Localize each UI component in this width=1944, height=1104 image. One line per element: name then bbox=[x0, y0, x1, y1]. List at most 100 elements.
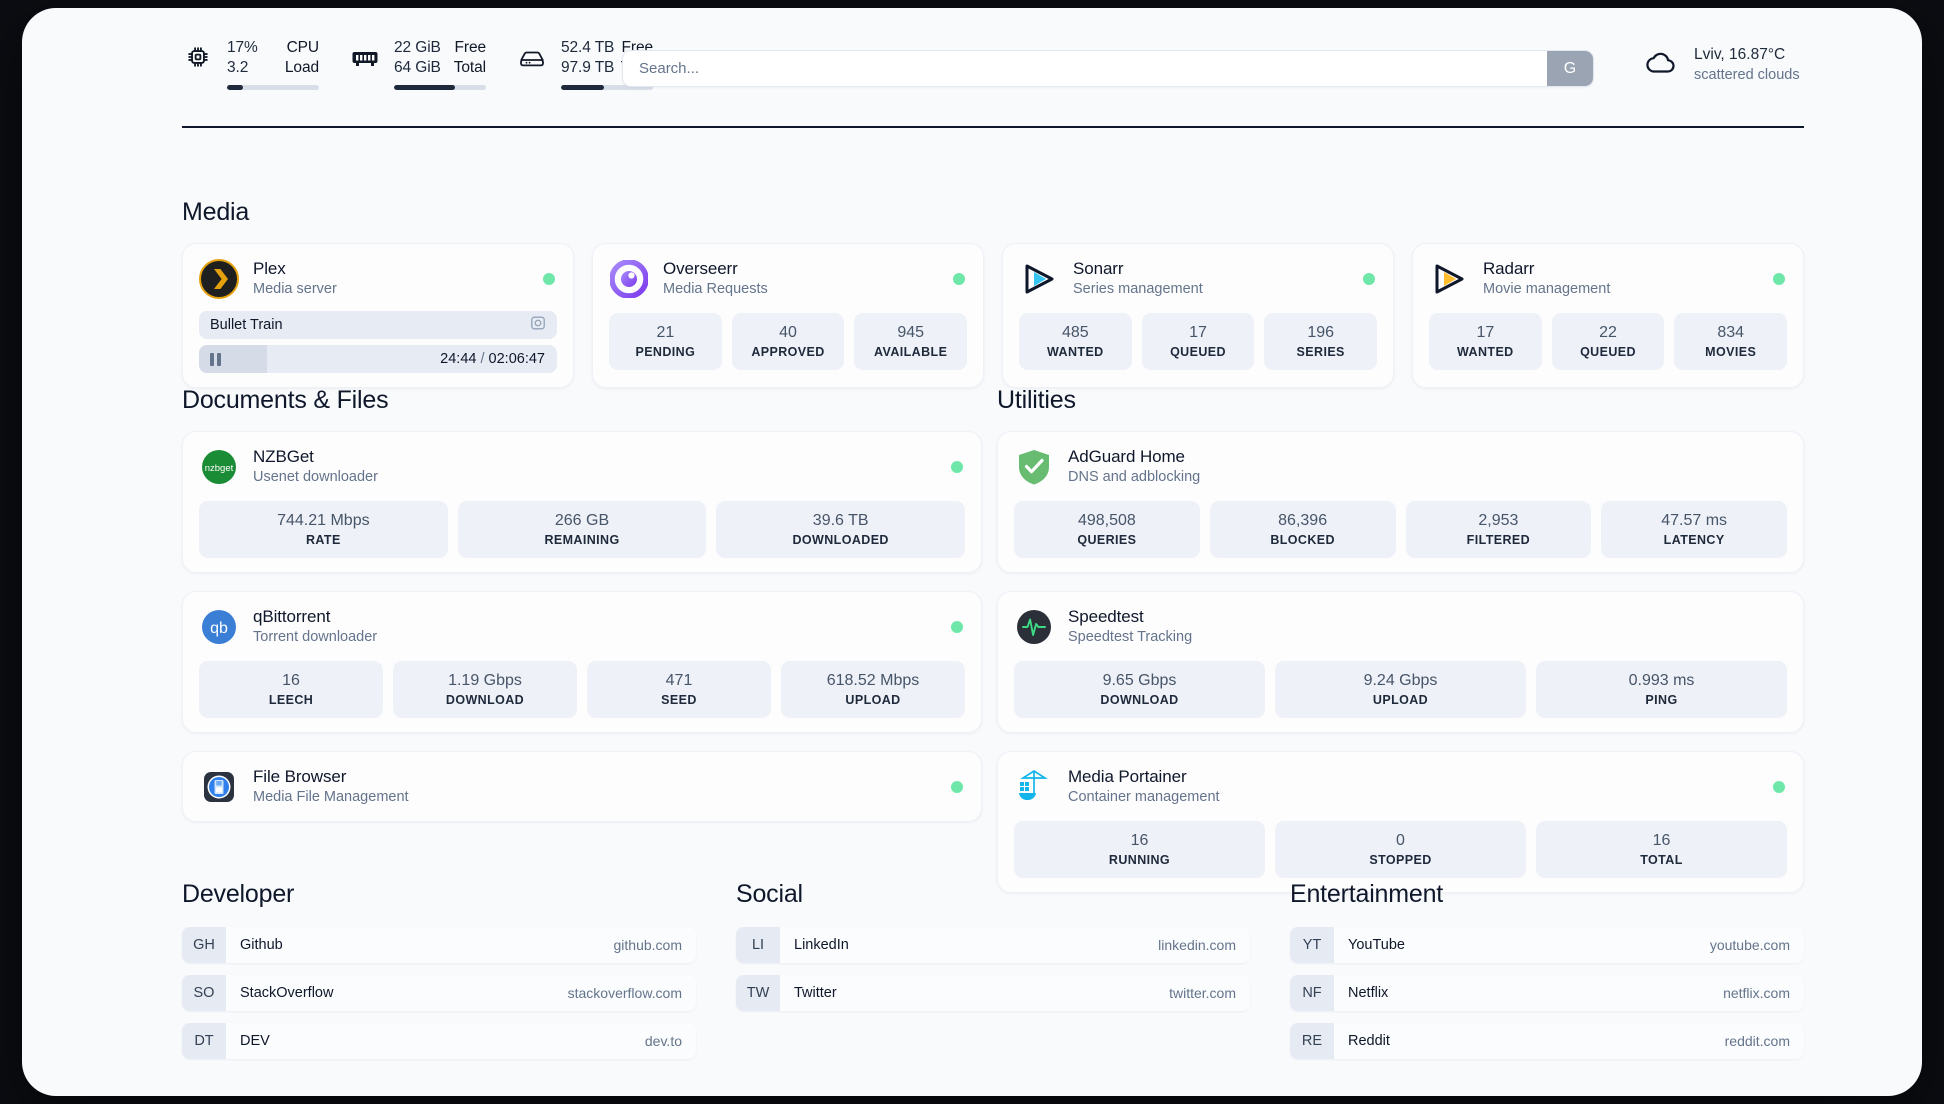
bookmark-item[interactable]: GH Github github.com bbox=[182, 927, 696, 963]
cpu-widget: 17% CPU 3.2 Load bbox=[182, 34, 319, 90]
service-name: Plex bbox=[253, 259, 286, 278]
status-indicator-online bbox=[543, 272, 555, 285]
stat-item: 21 PENDING bbox=[609, 313, 722, 370]
service-name: Radarr bbox=[1483, 259, 1535, 278]
service-card-radarr[interactable]: Radarr Movie management 17 WANTED 22 QUEUE… bbox=[1412, 243, 1804, 388]
status-indicator-online bbox=[1773, 272, 1785, 285]
memory-free-value: 22 GiB bbox=[394, 39, 441, 56]
service-name: Overseerr bbox=[663, 259, 738, 278]
stat-item: 22 QUEUED bbox=[1551, 313, 1665, 370]
search-input[interactable] bbox=[623, 51, 1547, 86]
service-name: Media Portainer bbox=[1068, 767, 1187, 786]
bookmark-tag: NF bbox=[1290, 975, 1334, 1011]
bookmark-item[interactable]: TW Twitter twitter.com bbox=[736, 975, 1250, 1011]
stat-item: 17 WANTED bbox=[1429, 313, 1542, 370]
service-card-adguard-home[interactable]: AdGuard Home DNS and adblocking 498,508 Q… bbox=[997, 431, 1804, 573]
stat-item: 498,508 QUERIES bbox=[1014, 501, 1200, 558]
cpu-label: CPU bbox=[286, 39, 320, 56]
status-indicator-online bbox=[951, 620, 963, 633]
bookmark-item[interactable]: DT DEV dev.to bbox=[182, 1023, 696, 1059]
bookmark-name: StackOverflow bbox=[240, 985, 334, 1001]
service-card-overseerr[interactable]: Overseerr Media Requests 21 PENDING 40 APP… bbox=[592, 243, 984, 388]
stat-item: 16 RUNNING bbox=[1014, 821, 1265, 878]
weather-location-temp: Lviv, 16.87°C bbox=[1694, 46, 1786, 63]
now-playing-bar[interactable]: Bullet Train bbox=[199, 311, 557, 339]
stat-item: 9.24 Gbps UPLOAD bbox=[1275, 661, 1526, 718]
media-section-title: Media bbox=[182, 198, 250, 226]
service-subtitle: Speedtest Tracking bbox=[1068, 629, 1193, 645]
svg-text:nzbget: nzbget bbox=[205, 463, 234, 474]
bookmark-url: reddit.com bbox=[1724, 1033, 1790, 1049]
nzbget-icon: nzbget bbox=[199, 447, 239, 487]
stat-item: 16 LEECH bbox=[199, 661, 383, 718]
cpu-usage-bar bbox=[227, 85, 319, 90]
stat-item: 86,396 BLOCKED bbox=[1209, 501, 1396, 558]
service-card-sonarr[interactable]: Sonarr Series management 485 WANTED 17 QUE… bbox=[1002, 243, 1394, 388]
utilities-section-title: Utilities bbox=[997, 386, 1076, 414]
stat-item: 744.21 Mbps RATE bbox=[199, 501, 448, 558]
bookmark-group-title: Developer bbox=[182, 880, 295, 908]
qbittorrent-icon: qb bbox=[199, 607, 239, 647]
top-bar: 17% CPU 3.2 Load bbox=[182, 34, 1804, 102]
status-indicator-online bbox=[953, 272, 965, 285]
service-subtitle: Media server bbox=[253, 281, 337, 297]
bookmark-tag: SO bbox=[182, 975, 226, 1011]
sonarr-icon bbox=[1019, 259, 1059, 299]
bookmark-url: dev.to bbox=[644, 1033, 682, 1049]
plex-icon bbox=[199, 258, 239, 299]
bookmark-item[interactable]: RE Reddit reddit.com bbox=[1290, 1023, 1804, 1059]
cpu-icon bbox=[182, 38, 214, 76]
cast-icon[interactable] bbox=[530, 315, 546, 336]
service-card-nzbget[interactable]: nzbget NZBGet Usenet downloader 744.21 M… bbox=[182, 431, 982, 573]
service-subtitle: Media Requests bbox=[663, 281, 768, 297]
playback-progress-bar[interactable]: 24:44 / 02:06:47 bbox=[199, 345, 557, 373]
disk-icon bbox=[516, 38, 548, 76]
status-indicator-online bbox=[951, 460, 963, 473]
bookmark-item[interactable]: LI LinkedIn linkedin.com bbox=[736, 927, 1250, 963]
service-card-file-browser[interactable]: File Browser Media File Management bbox=[182, 751, 982, 822]
adguard-icon bbox=[1014, 447, 1054, 487]
bookmark-url: youtube.com bbox=[1709, 937, 1790, 953]
overseerr-icon bbox=[609, 259, 649, 299]
dashboard-window: 17% CPU 3.2 Load bbox=[22, 8, 1922, 1096]
stats-row: 485 WANTED 17 QUEUED 196 SERIES bbox=[1019, 313, 1378, 370]
bookmark-tag: RE bbox=[1290, 1023, 1334, 1059]
bookmark-group-developer: Developer GH Github github.com SO StackO… bbox=[182, 880, 696, 1071]
filebrowser-icon bbox=[199, 767, 239, 807]
disk-free-value: 52.4 TB bbox=[561, 39, 615, 56]
stat-item: 485 WANTED bbox=[1019, 313, 1132, 370]
service-name: File Browser bbox=[253, 767, 347, 786]
bookmark-name: LinkedIn bbox=[794, 937, 849, 953]
service-card-qbittorrent[interactable]: qb qBittorrent Torrent downloader 16 LEEC… bbox=[182, 591, 982, 733]
stat-item: 834 MOVIES bbox=[1674, 313, 1788, 370]
memory-widget: 22 GiB Free 64 GiB Total bbox=[349, 34, 486, 90]
ram-icon bbox=[349, 38, 381, 76]
service-card-media-portainer[interactable]: Media Portainer Container management 16 R… bbox=[997, 751, 1804, 893]
bookmark-item[interactable]: YT YouTube youtube.com bbox=[1290, 927, 1804, 963]
search-bar[interactable]: G bbox=[622, 50, 1594, 87]
service-card-plex[interactable]: Plex Media server Bullet Train bbox=[182, 243, 574, 388]
status-indicator-online bbox=[1773, 780, 1785, 793]
stat-item: 17 QUEUED bbox=[1141, 313, 1255, 370]
radarr-icon bbox=[1429, 259, 1469, 299]
media-section: Media Plex Media server bbox=[182, 198, 1804, 388]
bookmark-item[interactable]: SO StackOverflow stackoverflow.com bbox=[182, 975, 696, 1011]
svg-text:qb: qb bbox=[210, 620, 228, 637]
bookmark-item[interactable]: NF Netflix netflix.com bbox=[1290, 975, 1804, 1011]
pause-icon[interactable] bbox=[210, 352, 221, 366]
service-name: NZBGet bbox=[253, 447, 314, 466]
disk-usage-bar bbox=[561, 85, 653, 90]
cloud-icon bbox=[1642, 48, 1680, 81]
playback-time: 24:44 / 02:06:47 bbox=[440, 351, 545, 367]
service-subtitle: DNS and adblocking bbox=[1068, 469, 1201, 485]
search-engine-button[interactable]: G bbox=[1547, 51, 1593, 86]
stats-row: 17 WANTED 22 QUEUED 834 MOVIES bbox=[1429, 313, 1788, 370]
bookmark-name: Reddit bbox=[1348, 1033, 1390, 1049]
bookmark-name: DEV bbox=[240, 1033, 270, 1049]
bookmark-name: Github bbox=[240, 937, 283, 953]
documents-section-title: Documents & Files bbox=[182, 386, 389, 414]
stat-item: 196 SERIES bbox=[1264, 313, 1378, 370]
service-card-speedtest[interactable]: Speedtest Speedtest Tracking 9.65 Gbps DO… bbox=[997, 591, 1804, 733]
bookmark-url: stackoverflow.com bbox=[567, 985, 682, 1001]
now-playing-title: Bullet Train bbox=[210, 317, 283, 333]
